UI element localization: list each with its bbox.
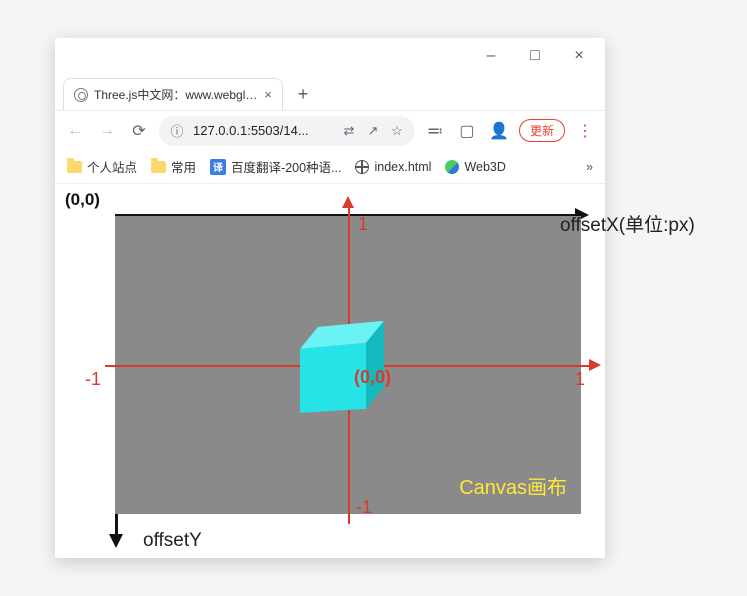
globe-icon bbox=[355, 160, 369, 174]
cube-mesh bbox=[296, 309, 400, 413]
url-text: 127.0.0.1:5503/14... bbox=[193, 123, 333, 138]
arrow-down-icon bbox=[109, 534, 123, 548]
site-info-icon[interactable]: ⓘ bbox=[169, 121, 185, 140]
bookmark-label: 百度翻译-200种语... bbox=[231, 157, 341, 176]
page-viewport: (0,0) 1 bbox=[55, 184, 605, 558]
window-minimize-button[interactable]: – bbox=[469, 41, 513, 71]
bookmark-item[interactable]: 常用 bbox=[151, 157, 196, 176]
ndc-neg-y-label: -1 bbox=[356, 497, 372, 518]
address-bar[interactable]: ⓘ 127.0.0.1:5503/14... ⇄ ↗ ☆ bbox=[159, 116, 415, 146]
translate-site-icon: 译 bbox=[210, 159, 226, 175]
profile-icon[interactable]: 👤 bbox=[487, 119, 511, 143]
nav-forward-button[interactable]: → bbox=[95, 119, 119, 143]
ndc-pos-y-label: 1 bbox=[358, 214, 368, 235]
bookmark-label: index.html bbox=[374, 160, 431, 174]
bookmark-label: 常用 bbox=[171, 157, 196, 176]
tab-active[interactable]: Three.js中文网：www.webgl3d × bbox=[63, 78, 283, 110]
update-button[interactable]: 更新 bbox=[519, 119, 565, 142]
nav-back-button[interactable]: ← bbox=[63, 119, 87, 143]
bookmark-label: Web3D bbox=[464, 160, 505, 174]
window-titlebar: – □ × bbox=[55, 38, 605, 74]
pixel-origin-label: (0,0) bbox=[65, 190, 100, 210]
canvas-area: 1 -1 1 -1 (0,0) Canvas画布 bbox=[115, 216, 581, 514]
translate-icon[interactable]: ⇄ bbox=[341, 123, 357, 139]
ndc-origin-label: (0,0) bbox=[354, 367, 391, 388]
window-maximize-button[interactable]: □ bbox=[513, 41, 557, 71]
tab-title: Three.js中文网：www.webgl3d bbox=[94, 86, 258, 103]
bookmark-item[interactable]: 译 百度翻译-200种语... bbox=[210, 157, 341, 176]
panel-icon[interactable]: ▢ bbox=[455, 119, 479, 143]
folder-icon bbox=[151, 161, 166, 173]
browser-window: – □ × Three.js中文网：www.webgl3d × + ← → ⟳ … bbox=[55, 38, 605, 558]
web3d-icon bbox=[445, 160, 459, 174]
bookmark-item[interactable]: 个人站点 bbox=[67, 157, 137, 176]
tab-strip: Three.js中文网：www.webgl3d × + bbox=[55, 74, 605, 110]
window-close-button[interactable]: × bbox=[557, 41, 601, 71]
toolbar: ← → ⟳ ⓘ 127.0.0.1:5503/14... ⇄ ↗ ☆ ≕ ▢ 👤… bbox=[55, 110, 605, 150]
tab-close-icon[interactable]: × bbox=[264, 87, 272, 102]
menu-kebab-icon[interactable]: ⋮ bbox=[573, 121, 597, 141]
offset-y-label: offsetY bbox=[143, 530, 202, 552]
ndc-pos-x-label: 1 bbox=[575, 369, 585, 390]
share-icon[interactable]: ↗ bbox=[365, 123, 381, 139]
arrow-up-icon bbox=[342, 196, 354, 208]
bookmark-label: 个人站点 bbox=[87, 157, 137, 176]
reader-mode-icon[interactable]: ≕ bbox=[423, 119, 447, 143]
canvas-caption: Canvas画布 bbox=[459, 471, 567, 500]
bookmark-item[interactable]: Web3D bbox=[445, 160, 505, 174]
nav-reload-button[interactable]: ⟳ bbox=[127, 119, 151, 143]
folder-icon bbox=[67, 161, 82, 173]
arrow-right-icon bbox=[589, 359, 601, 371]
new-tab-button[interactable]: + bbox=[289, 80, 317, 108]
bookmark-star-icon[interactable]: ☆ bbox=[389, 123, 405, 139]
offset-x-label: offsetX(单位:px) bbox=[560, 210, 695, 237]
ndc-neg-x-label: -1 bbox=[85, 369, 101, 390]
bookmark-item[interactable]: index.html bbox=[355, 160, 431, 174]
bookmarks-overflow-button[interactable]: » bbox=[586, 160, 593, 174]
bookmarks-bar: 个人站点 常用 译 百度翻译-200种语... index.html Web3D… bbox=[55, 150, 605, 184]
globe-icon bbox=[74, 88, 88, 102]
